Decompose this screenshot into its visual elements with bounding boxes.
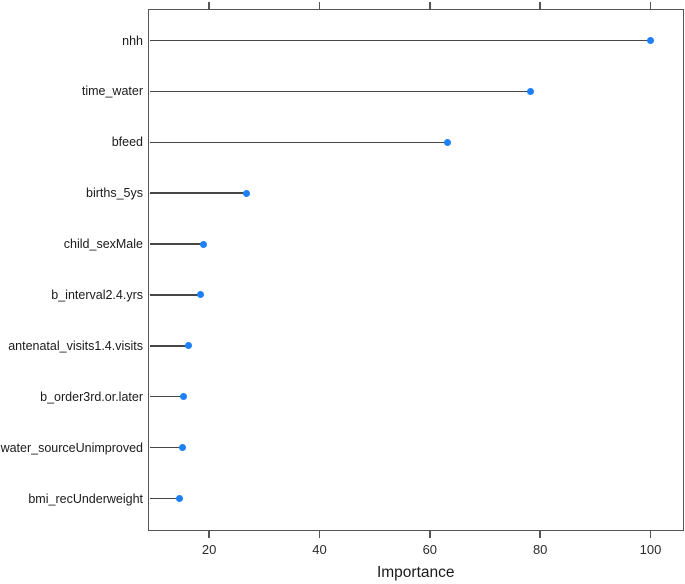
- data-point-dot: [526, 87, 534, 95]
- x-axis-bottom-tick: [318, 530, 321, 538]
- data-point-dot: [443, 138, 451, 146]
- x-axis-top-tick: [649, 1, 652, 9]
- row-label-births-5ys: births_5ys: [86, 186, 143, 201]
- row-label-child-sexmale: child_sexMale: [63, 237, 143, 252]
- row-label-bmi-recunderweight: bmi_recUnderweight: [28, 491, 143, 506]
- row-label-b-interval2-4-yrs: b_interval2.4.yrs: [51, 287, 143, 302]
- lollipop-stem: [149, 446, 183, 449]
- row-label-antenatal-visits1-4-visits: antenatal_visits1.4.visits: [8, 338, 143, 353]
- x-axis-top-tick: [318, 1, 321, 9]
- x-axis-top-tick: [539, 1, 541, 9]
- x-axis-bottom-tick: [429, 530, 431, 538]
- lollipop-stem: [149, 345, 189, 347]
- x-axis-bottom-tick: [539, 530, 541, 538]
- x-axis-tick-label: 60: [422, 542, 438, 557]
- x-axis-bottom-tick: [649, 530, 652, 538]
- lollipop-stem: [149, 141, 448, 144]
- lollipop-stem: [149, 395, 184, 398]
- x-axis-tick-label: 40: [312, 542, 327, 557]
- data-point-dot: [242, 189, 250, 197]
- data-point-dot: [184, 342, 192, 350]
- row-label-bfeed: bfeed: [111, 135, 143, 150]
- x-axis-title: Importance: [376, 564, 455, 581]
- lollipop-stem: [149, 90, 531, 93]
- plot-area: [148, 8, 684, 531]
- x-axis-top-tick: [429, 1, 431, 9]
- x-axis-tick-label: 20: [201, 542, 217, 557]
- row-label-water-sourceunimproved: water_sourceUnimproved: [0, 440, 143, 455]
- data-point-dot: [647, 37, 655, 44]
- row-label-time-water: time_water: [81, 84, 143, 99]
- x-axis-bottom-tick: [208, 530, 210, 538]
- data-point-dot: [178, 444, 186, 452]
- row-label-nhh: nhh: [122, 33, 143, 48]
- data-point-dot: [179, 393, 187, 401]
- lollipop-stem: [149, 243, 204, 245]
- lollipop-stem: [149, 192, 247, 194]
- lollipop-stem: [149, 497, 180, 500]
- data-point-dot: [199, 240, 207, 248]
- lollipop-stem: [149, 294, 201, 296]
- data-point-dot: [175, 495, 183, 502]
- x-axis-tick-label: 80: [532, 542, 548, 557]
- lollipop-stem: [149, 39, 651, 42]
- row-label-b-order3rd-or-later: b_order3rd.or.later: [40, 389, 143, 404]
- data-point-dot: [196, 291, 204, 299]
- x-axis-tick-label: 100: [639, 542, 662, 557]
- x-axis-top-tick: [208, 1, 210, 9]
